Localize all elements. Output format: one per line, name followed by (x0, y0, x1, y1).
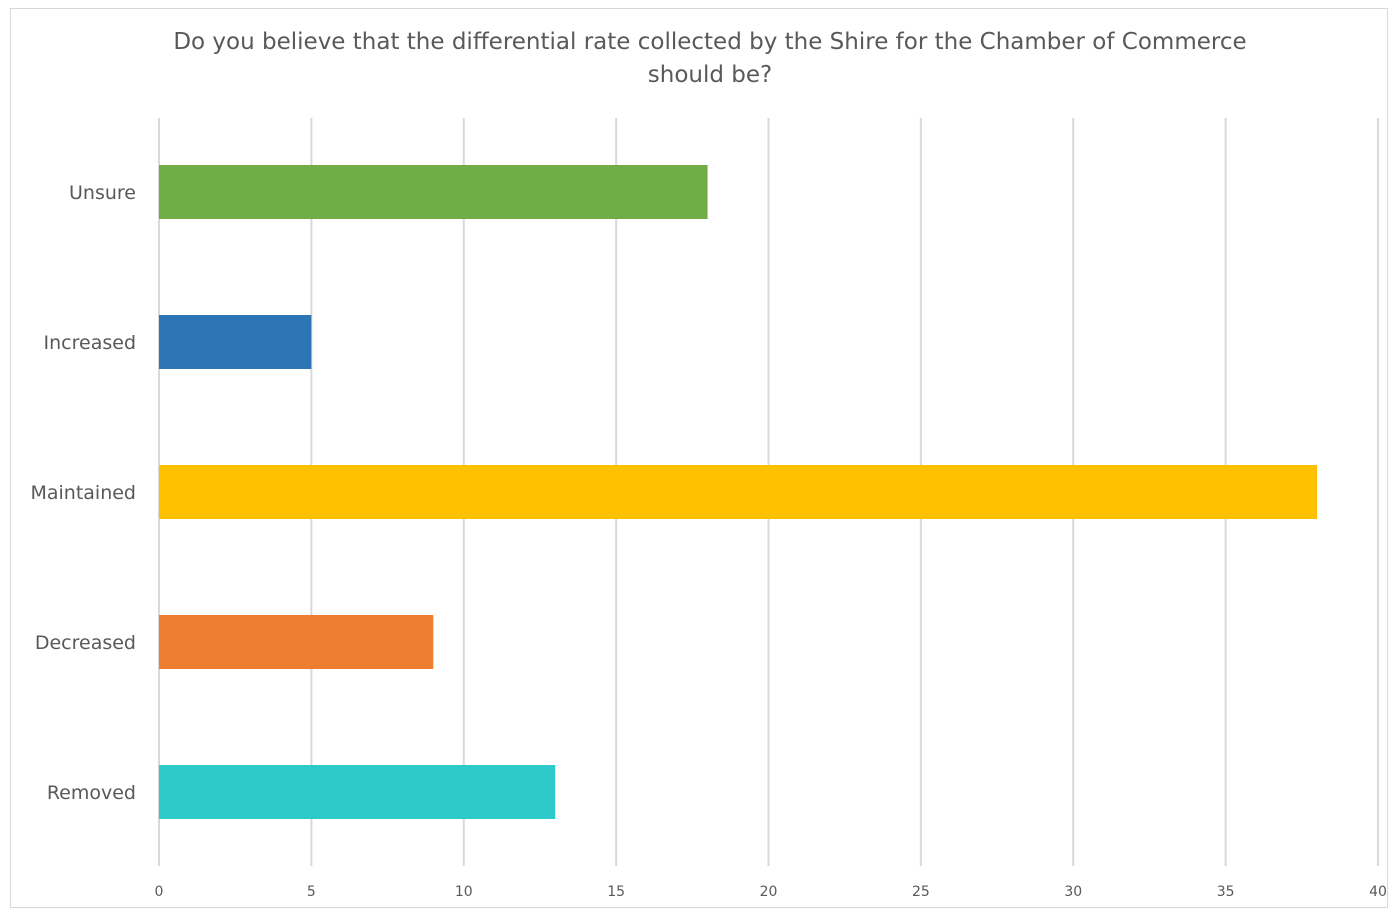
x-tick-label: 30 (1064, 884, 1082, 900)
x-tick-label: 20 (760, 884, 778, 900)
category-label-decreased: Decreased (35, 632, 136, 654)
x-tick-label: 5 (307, 884, 316, 900)
category-label-increased: Increased (44, 332, 136, 354)
category-label-removed: Removed (47, 782, 136, 804)
x-tick-label: 10 (455, 884, 473, 900)
bar-unsure (159, 165, 708, 219)
category-axis-labels: Unsure Increased Maintained Decreased Remove… (30, 182, 136, 804)
category-label-unsure: Unsure (69, 182, 136, 204)
value-axis-tick-labels: 0 5 10 15 20 25 30 35 40 (155, 884, 1387, 900)
bar-increased (159, 315, 312, 369)
bar-removed (159, 765, 556, 819)
chart-title: Do you believe that the differential rat… (173, 29, 1247, 88)
x-tick-label: 0 (155, 884, 164, 900)
bar-decreased (159, 615, 434, 669)
x-tick-label: 35 (1217, 884, 1235, 900)
x-tick-label: 15 (607, 884, 625, 900)
chart-frame (10, 8, 1388, 908)
x-tick-label: 40 (1369, 884, 1387, 900)
bar-maintained (159, 465, 1318, 519)
category-label-maintained: Maintained (30, 482, 136, 504)
bars (159, 165, 1318, 819)
x-tick-label: 25 (912, 884, 930, 900)
